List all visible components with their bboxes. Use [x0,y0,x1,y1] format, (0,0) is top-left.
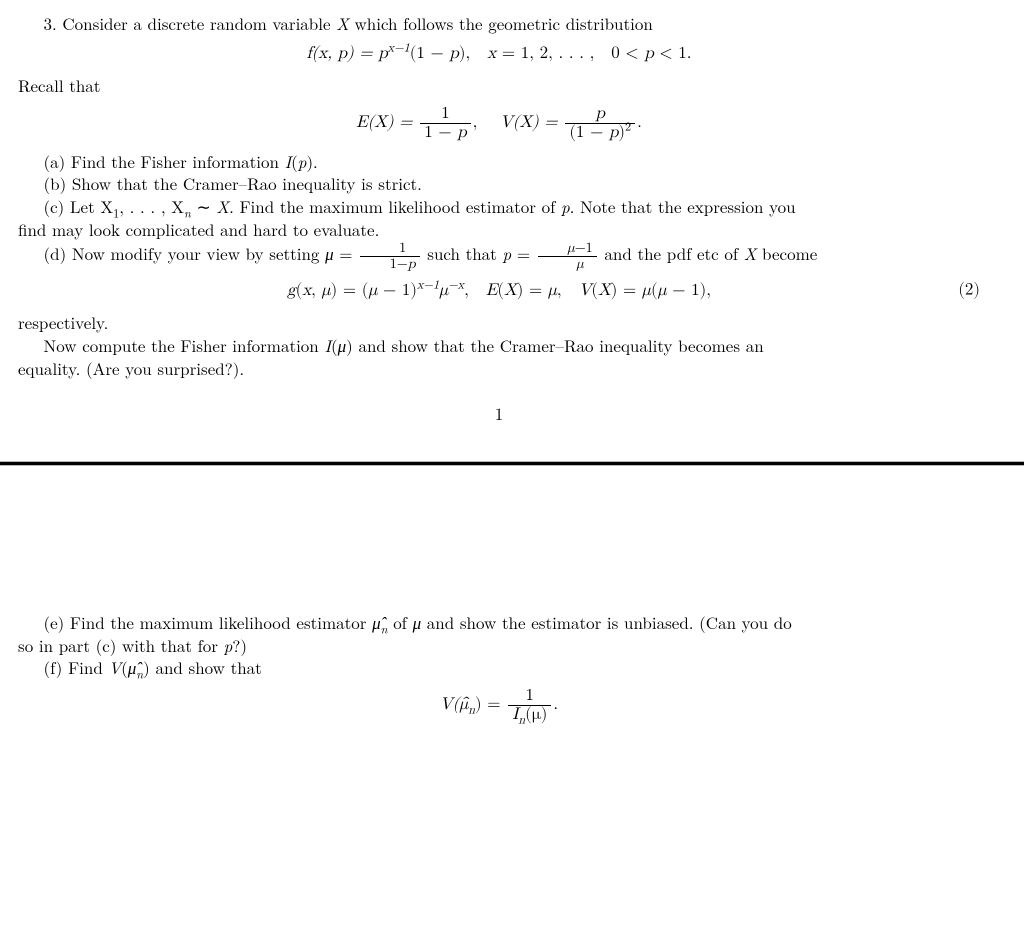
eq-final-frac: 1 In(μ) [506,687,553,724]
problem-number: 3. [44,11,57,35]
intro-text: Consider a discrete random variable X wh… [62,11,652,35]
v-frac: p (1 − p)2 [563,105,637,142]
e-frac: 1 1 − p [418,105,472,142]
eq-pdf: f(x, p) = px−1(1 − p), x = 1, 2, . . . ,… [18,43,980,66]
eq-pdf-lhs: f(x, p) = p [306,45,387,62]
part-a: (a) Find the Fisher information I(p). [18,150,980,173]
part-d: (d) Now modify your view by setting μ = … [18,241,980,272]
eq-pdf-rest: (1 − p), x = 1, 2, . . . , 0 < p < 1. [410,45,692,62]
eq-final: V(μ̂n) = 1 In(μ) . [18,687,980,724]
eq-g: g(x, μ) = (μ − 1)x−1μ−x, E(X) = μ, V(X) … [18,280,980,303]
page-1: 3. Consider a discrete random variable X… [0,0,1024,435]
page-number: 1 [18,402,980,425]
now-compute-line2: equality. (Are you surprised?). [18,357,980,380]
eq-final-den: In(μ) [508,706,551,724]
eq-expectation-variance: E(X) = 1 1 − p , V(X) = p (1 − p)2 . [18,105,980,142]
problem-intro: 3. Consider a discrete random variable X… [18,12,980,35]
eq-g-body: g(x, μ) = (μ − 1)x−1μ−x, E(X) = μ, V(X) … [287,282,711,299]
part-d-mid: such that p = [427,241,530,265]
e-num: 1 [420,105,470,124]
part-e-rest: of μ and show the estimator is unbiased.… [393,610,792,634]
recall-label: Recall that [18,74,980,97]
v-den: (1 − p)2 [565,124,635,142]
now-compute-line1: Now compute the Fisher information I(μ) … [18,334,980,357]
page-2: (e) Find the maximum likelihood estimato… [0,586,1024,743]
part-c-line1: (c) Let X1, . . . , Xn ∼ X. Find the max… [18,195,980,218]
part-d-frac1: 1 1−p [358,241,421,272]
part-f-end: ) and show that [143,655,262,679]
v-lhs: V(X) = [500,114,558,131]
part-d-frac1-den: 1−p [360,257,419,272]
part-c-line2: find may look complicated and hard to ev… [18,218,980,241]
part-d-end: and the pdf etc of X become [604,241,817,265]
part-e-line2: so in part (c) with that for p?) [18,634,980,657]
part-e-line1: (e) Find the maximum likelihood estimato… [18,611,980,634]
part-d-frac2: μ−1 μ [536,241,599,272]
part-f-lead: (f) Find V(μ̂ [44,655,137,679]
part-e-lead: (e) Find the maximum likelihood estimato… [44,610,381,634]
part-c-rest: ∼ X. Find the maximum likelihood estimat… [191,194,796,218]
respectively: respectively. [18,311,980,334]
e-den: 1 − p [420,124,470,142]
page-gap [0,466,1024,586]
v-end: . [637,114,642,131]
eq-pdf-exp: x−1 [388,42,410,54]
e-lhs: E(X) = [356,114,412,131]
part-f: (f) Find V(μ̂n) and show that [18,656,980,679]
e-sep: , [473,114,495,131]
part-d-frac2-num: μ−1 [538,241,597,257]
eq-g-number: (2) [958,280,980,303]
eq-final-lhs: V(μ̂ [440,696,468,713]
part-d-lead: (d) Now modify your view by setting μ = [44,241,353,265]
part-b: (b) Show that the Cramer–Rao inequality … [18,172,980,195]
